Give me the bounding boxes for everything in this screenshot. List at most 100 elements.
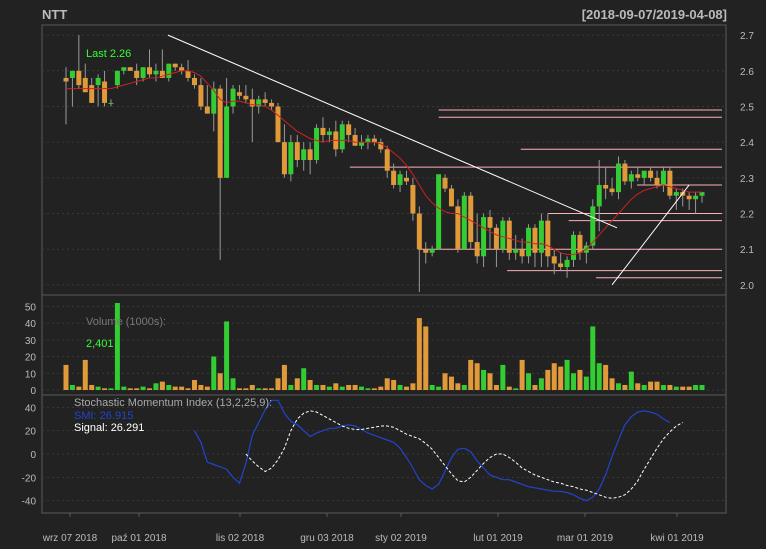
candle-body [275,106,281,143]
smi-tick-label: 0 [30,450,36,461]
volume-bar [551,363,557,390]
candle-body [468,195,474,243]
candle-body [326,131,332,136]
candle-body [159,70,165,78]
candle-body [628,174,634,182]
smi-tick-label: 20 [25,427,37,438]
candle-body [339,124,345,150]
smi-tick-label: -20 [22,473,37,484]
candle-body [269,102,275,107]
candle-body [410,184,416,214]
volume-bar [76,386,82,390]
candle-body [545,220,551,257]
volume-bar [108,388,114,390]
candle-body [76,70,82,86]
volume-bar [326,386,332,390]
chart-date-range: [2018-09-07/2019-04-08] [582,7,727,22]
volume-bar [204,386,210,390]
volume-bar [654,381,660,390]
volume-bar [63,364,69,390]
volume-bar [294,378,300,390]
candle-body [448,188,454,207]
candle-body [693,195,699,200]
candle-body [224,106,230,178]
candle-body [455,206,461,250]
volume-bar [147,388,153,390]
smi-value-label: SMI: 26.915 [74,410,133,422]
candle-body [442,177,448,189]
volume-bar [423,326,429,390]
volume-bar [281,364,287,390]
volume-bar [307,379,313,390]
candle-body [63,77,69,82]
candle-body [622,163,628,182]
candle-body [134,70,140,78]
candle-body [397,174,403,185]
smi-tick-label: -40 [22,497,37,508]
candle-body [166,63,172,78]
trendlines [167,34,690,286]
candle-body [423,249,429,253]
volume-bar [320,384,326,390]
candle-body [500,220,506,250]
candle-body [571,234,577,260]
volume-bar [526,373,532,390]
volume-bar [371,388,377,390]
candle-body [185,70,191,78]
volume-bar [680,386,686,390]
volume-bar [403,386,409,390]
volume-bar [339,386,345,390]
candle-body [352,135,358,146]
candle-body [648,170,654,178]
last-price-label: Last 2.26 [86,48,131,60]
candle-body [140,67,146,78]
x-tick-label: wrz 07 2018 [42,533,98,544]
volume-bar [635,383,641,390]
volume-tick-label: 0 [30,386,36,397]
candle-body [699,192,705,196]
price-tick-label: 2.0 [740,281,754,292]
candle-body [89,85,95,103]
volume-bar [429,384,435,390]
candle-body [243,95,249,100]
volume-bar [69,384,75,390]
volume-bar [134,388,140,390]
moving-average-line [66,70,702,255]
volume-bar [384,378,390,390]
candle-body [481,217,487,257]
candle-body [281,142,287,175]
x-tick-label: mar 01 2019 [557,533,614,544]
volume-bar [474,363,480,390]
candle-body [172,63,178,68]
candles [63,35,705,292]
volume-value: 2,401 [86,338,114,350]
volume-bar [416,318,422,390]
volume-bar [571,373,577,390]
candle-body [249,99,255,107]
x-tick-label: kwi 01 2019 [650,533,704,544]
volume-bar [140,386,146,390]
volume-bar [506,386,512,390]
price-tick-label: 2.5 [740,102,754,113]
candle-body [153,70,159,75]
volume-bar [249,384,255,390]
candle-body [403,177,409,182]
volume-bar [82,359,88,390]
volume-bar [236,388,242,390]
candle-body [198,85,204,107]
volume-bar [89,384,95,390]
candle-body [211,88,217,114]
candle-body [365,138,371,143]
volume-bar [532,384,538,390]
y-axis-ticks: 2.7 2.6 2.5 2.4 2.3 2.2 2.1 2.0 50 40 30 20 10 0 40 20 0… [22,31,755,508]
volume-bar [224,321,230,390]
volume-bar [159,381,165,390]
volume-bar [301,368,307,390]
volume-bar [615,383,621,390]
volume-bar [211,356,217,390]
volume-tick-label: 10 [25,369,37,380]
signal-line [245,410,683,499]
candle-body [114,70,120,86]
signal-value-label: Signal: 26.291 [74,422,144,434]
candle-body [635,174,641,178]
